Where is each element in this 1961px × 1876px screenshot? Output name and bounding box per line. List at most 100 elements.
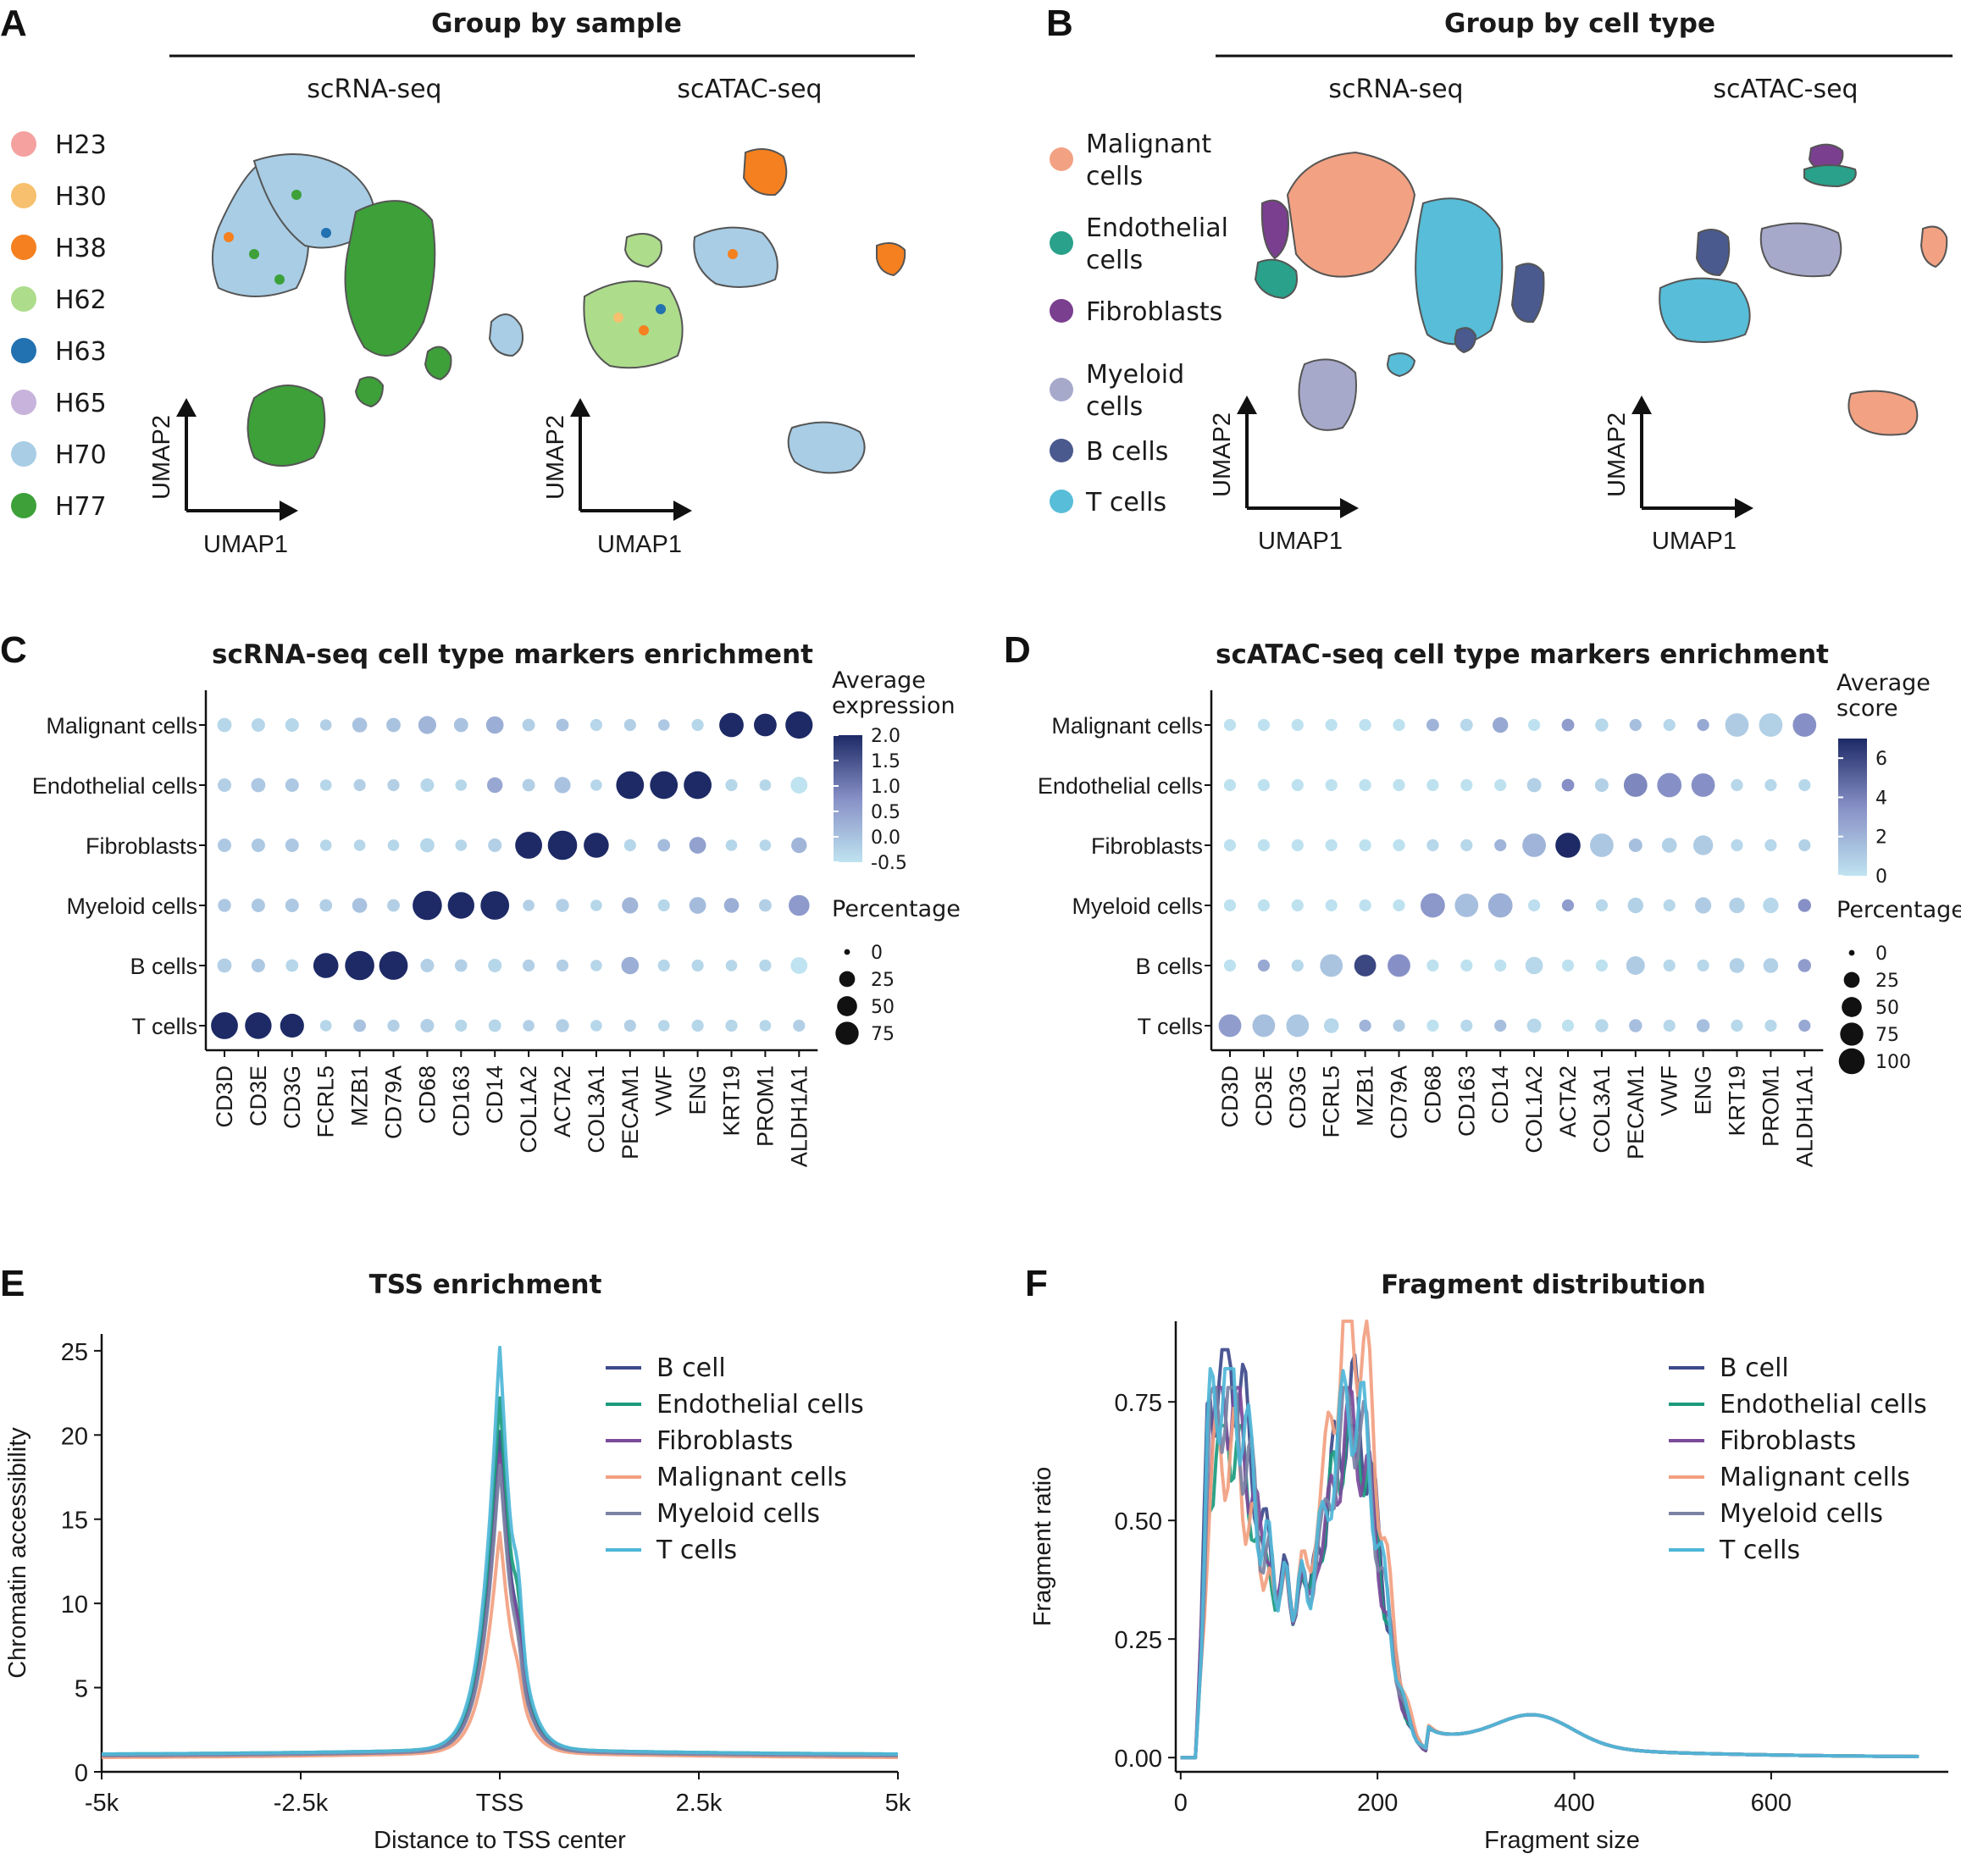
dot-mark: [759, 839, 772, 851]
color-legend-label: -0.5: [871, 853, 907, 874]
legend-swatch: [11, 131, 36, 157]
dot-mark: [1393, 1019, 1405, 1032]
color-legend-label: 0.5: [871, 802, 900, 823]
dot-mark: [1764, 778, 1777, 792]
legend-swatch: [11, 493, 36, 518]
dot-mark: [1526, 778, 1542, 793]
dot-mark: [1691, 773, 1715, 797]
gene-label: CD14: [482, 1065, 507, 1124]
dot-mark: [515, 832, 542, 859]
size-legend-label: 50: [871, 997, 895, 1018]
dot-mark: [1623, 773, 1648, 797]
dot-mark: [616, 771, 645, 800]
dot-mark: [623, 1019, 636, 1032]
dot-mark: [1286, 1014, 1310, 1038]
row-label: Malignant cells: [46, 713, 197, 739]
dot-mark: [1663, 959, 1676, 972]
gene-label: VWF: [1657, 1065, 1682, 1116]
dot-mark: [280, 1013, 304, 1038]
gene-label: CD68: [1420, 1065, 1445, 1124]
row-label: T cells: [1137, 1014, 1203, 1039]
y-tick-label: 15: [61, 1508, 88, 1535]
legend-label: H70: [55, 440, 107, 470]
umap-cluster: [1919, 225, 1948, 268]
dot-mark: [1426, 838, 1439, 852]
panel-label-b: B: [1046, 3, 1073, 44]
dot-mark: [387, 1019, 400, 1032]
dot-mark: [1657, 772, 1682, 798]
gene-label: CD3E: [1251, 1065, 1277, 1126]
color-legend-title: Average: [832, 667, 926, 694]
panel-c-dotplot: scRNA-seq cell type markers enrichment Ma…: [32, 639, 961, 1167]
panel-label-e: E: [0, 1263, 25, 1304]
dot-mark: [1731, 1019, 1743, 1032]
x-tick-label: -2.5k: [274, 1790, 329, 1817]
dot-mark: [793, 1019, 806, 1032]
dot-mark: [251, 718, 265, 732]
dot-mark: [1494, 778, 1507, 792]
dot-mark: [590, 718, 603, 732]
legend-swatch: [1050, 147, 1073, 171]
dot-mark: [1595, 1019, 1609, 1032]
dot-mark: [1223, 778, 1237, 792]
umap-b-xlabel-scatac: UMAP1: [1652, 528, 1737, 555]
dot-mark: [554, 777, 571, 794]
panel-d-dotplot: scATAC-seq cell type markers enrichment M…: [1038, 639, 1961, 1167]
gene-label: CD3D: [1217, 1065, 1243, 1128]
dot-mark: [1494, 1019, 1507, 1032]
y-tick-label: 20: [61, 1423, 88, 1450]
dot-mark: [1460, 1019, 1473, 1032]
dot-mark: [725, 778, 738, 792]
dot-mark: [345, 950, 374, 981]
dot-mark: [1695, 897, 1712, 914]
size-legend-dot: [839, 971, 856, 988]
dot-mark: [1663, 718, 1676, 732]
series-line: [102, 1530, 898, 1759]
dot-mark: [387, 839, 400, 851]
dot-mark: [352, 898, 368, 913]
gene-label: COL3A1: [1589, 1065, 1615, 1154]
umap-a-ylabel-scrna: UMAP2: [148, 415, 175, 500]
dot-mark: [285, 718, 299, 732]
dot-mark: [1325, 838, 1338, 852]
dot-mark: [217, 717, 232, 733]
dot-mark: [420, 1019, 435, 1032]
dot-mark: [1388, 954, 1410, 977]
dot-mark: [523, 899, 535, 911]
dot-mark: [488, 959, 502, 972]
gene-label: MZB1: [1353, 1065, 1378, 1126]
dot-mark: [1663, 1019, 1676, 1032]
series-line: [1180, 1320, 1919, 1760]
dot-mark: [1697, 959, 1709, 972]
color-legend-label: 6: [1875, 749, 1887, 770]
dot-mark: [1798, 1019, 1811, 1032]
umap-cluster: [1386, 352, 1416, 378]
dot-mark: [1223, 838, 1237, 852]
gene-label: FCRL5: [1319, 1065, 1344, 1138]
dot-mark: [1325, 899, 1338, 912]
dot-mark: [1359, 718, 1371, 732]
dot-mark: [1526, 1018, 1542, 1033]
dot-mark: [759, 899, 772, 912]
legend-swatch: [11, 286, 36, 312]
size-legend-label: 0: [871, 943, 883, 964]
dot-mark: [353, 1019, 366, 1032]
dot-mark: [1393, 718, 1405, 732]
dot-mark: [1460, 959, 1473, 972]
dot-mark: [217, 958, 232, 973]
size-legend-dot: [1848, 949, 1855, 956]
legend-label: H77: [55, 492, 107, 522]
umap-cluster: [1659, 277, 1751, 343]
panel-label-f: F: [1025, 1263, 1048, 1304]
dot-mark: [480, 891, 510, 920]
legend-label: Fibroblasts: [1086, 297, 1222, 327]
size-legend-label: 25: [871, 970, 895, 991]
dot-mark: [1763, 958, 1779, 973]
umap-cluster: [1254, 258, 1298, 300]
panel-a-subtitle-scrna: scRNA-seq: [307, 75, 441, 104]
umap-cluster: [354, 376, 385, 408]
umap-b-ylabel-scrna: UMAP2: [1209, 412, 1236, 497]
dot-mark: [1692, 835, 1714, 855]
gene-label: CD79A: [381, 1065, 407, 1139]
row-label: Fibroblasts: [1091, 833, 1203, 859]
